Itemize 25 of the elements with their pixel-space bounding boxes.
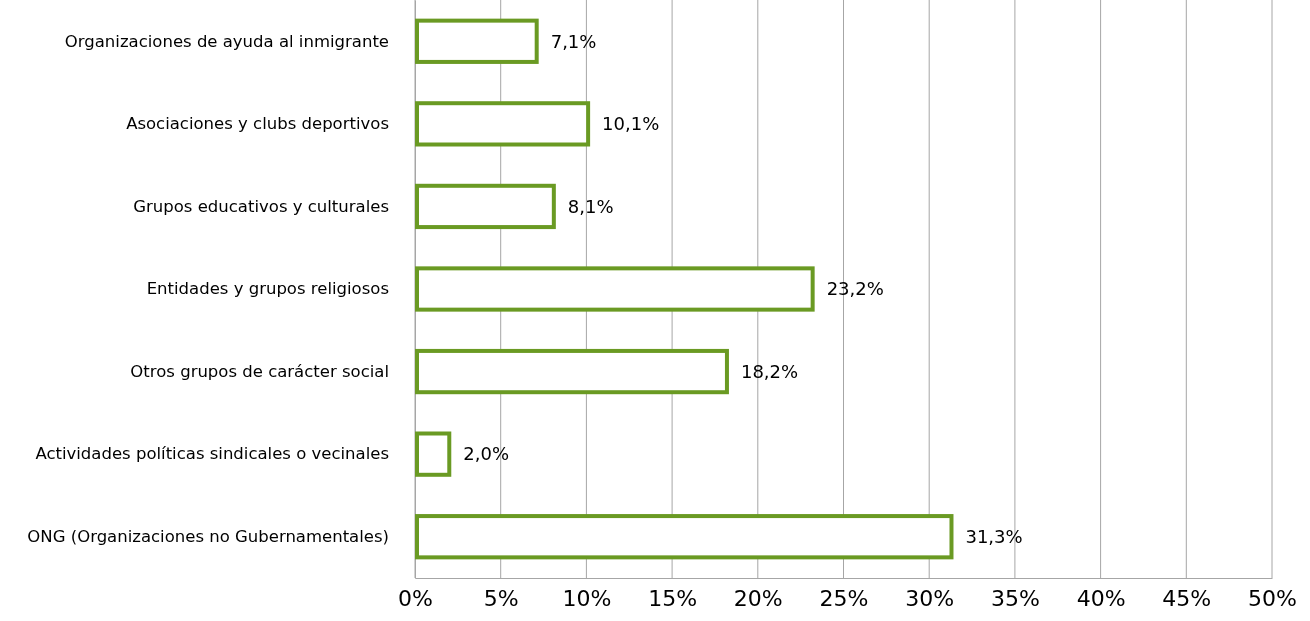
x-tick-label: 25%	[819, 585, 869, 611]
x-tick-label: 5%	[483, 585, 519, 611]
y-tick-label: Grupos educativos y culturales	[133, 196, 389, 216]
x-tick-label: 10%	[562, 585, 612, 611]
y-tick-label: Otros grupos de carácter social	[130, 361, 389, 381]
y-tick-label: Actividades políticas sindicales o vecinales	[35, 444, 389, 464]
y-tick-label: Organizaciones de ayuda al inmigrante	[64, 31, 389, 51]
data-label: 10,1%	[602, 113, 660, 135]
x-tick-label: 20%	[733, 585, 783, 611]
x-tick-label: 40%	[1076, 585, 1126, 611]
y-tick-label: Entidades y grupos religiosos	[146, 279, 389, 299]
data-label: 8,1%	[567, 195, 614, 217]
data-label: 7,1%	[550, 30, 597, 52]
data-label: 31,3%	[965, 526, 1023, 548]
x-tick-label: 0%	[398, 585, 433, 611]
x-tick-label: 30%	[905, 585, 955, 611]
data-label: 23,2%	[826, 278, 884, 300]
x-tick-label: 35%	[990, 585, 1040, 611]
data-label: 2,0%	[463, 443, 510, 465]
x-tick-label: 50%	[1248, 585, 1297, 611]
data-label: 18,2%	[740, 360, 799, 382]
y-tick-label: Asociaciones y clubs deportivos	[126, 114, 389, 134]
y-tick-label: ONG (Organizaciones no Gubernamentales)	[27, 526, 389, 546]
x-tick-label: 45%	[1162, 585, 1212, 611]
x-tick-label: 15%	[648, 585, 698, 611]
